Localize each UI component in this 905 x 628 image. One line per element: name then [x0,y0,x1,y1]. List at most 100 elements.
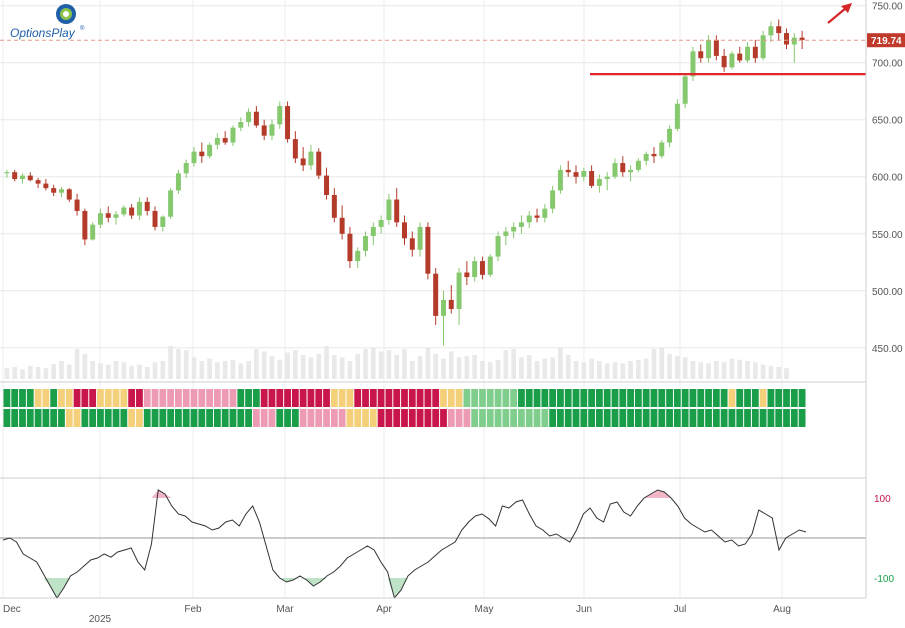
indicator-cell [237,409,245,427]
volume-bar [168,346,173,379]
volume-bar [721,362,727,379]
indicator-cell [416,389,424,407]
volume-bar [355,353,361,379]
indicator-cell [182,409,190,427]
volume-bar [129,365,134,379]
candle-body [12,172,18,180]
volume-bar [66,364,72,379]
indicator-cell [736,389,744,407]
volume-bar [636,359,641,379]
volume-bar [581,362,587,379]
indicator-cell [338,409,346,427]
indicator-cell [751,409,759,427]
indicator-cell [58,389,65,407]
volume-bar [82,353,88,379]
indicator-cell [50,389,58,407]
candle-body [464,272,470,278]
volume-bar [651,349,657,379]
price-candles [4,19,805,346]
indicator-cell [759,389,767,407]
volume-bar [659,347,665,379]
volume-bar [682,357,688,379]
indicator-cell [416,409,424,427]
indicator-cell [206,409,213,427]
volume-bar [511,349,516,379]
volume-bar [620,363,626,379]
indicator-cell [479,389,486,407]
price-levels: 719.74 [0,33,905,76]
candle-body [729,53,735,68]
indicator-cell [97,389,104,407]
indicator-cell [720,389,728,407]
x-tick-label: Aug [773,604,791,615]
indicator-cell [681,389,689,407]
indicator-cell [479,409,486,427]
volume-bar [20,369,25,379]
indicator-cell [159,389,167,407]
candle-body [433,273,439,316]
indicator-cell [377,389,385,407]
indicator-cell [564,409,572,427]
candle-body [74,199,80,211]
indicator-cell [362,389,369,407]
volume-bar [183,350,189,379]
indicator-cell [213,389,221,407]
volume-bar [612,362,618,379]
y-tick-label: 500.00 [872,287,903,298]
volume-bar [269,356,275,379]
candle-body [674,103,680,129]
volume-bar [589,358,594,379]
candle-body [238,122,244,128]
candle-body [191,151,197,164]
candle-body [136,201,142,216]
indicator-cell [767,389,775,407]
volume-bar [690,361,696,379]
indicator-cell [276,409,284,427]
indicator-cell [705,389,712,407]
indicator-cell [175,389,182,407]
indicator-cell [541,389,549,407]
indicator-cell [440,409,447,427]
indicator-cell [276,389,284,407]
candle-body [643,153,649,161]
volume-bar [394,355,400,379]
indicator-cell [260,389,268,407]
volume-bar [222,361,228,379]
volume-bar [402,349,407,379]
indicator-cell [128,409,136,427]
candle-body [752,46,758,59]
candle-body [175,173,181,191]
indicator-cell [245,389,252,407]
indicator-cell [167,389,175,407]
candle-body [347,233,353,262]
candle-body [503,231,509,237]
x-tick-label: May [475,604,494,615]
volume-bar [776,367,782,379]
x-tick-label: Apr [376,604,392,615]
indicator-cell [494,389,502,407]
indicator-cell [237,389,245,407]
indicator-cell [596,409,603,427]
indicator-cell [26,409,34,427]
indicator-cell [50,409,58,427]
volume-bar [737,359,743,379]
volume-bar [643,358,649,379]
candle-body [308,151,314,166]
candle-body [324,175,330,195]
candle-body [183,163,189,174]
indicator-cell [346,409,354,427]
indicator-cell [385,409,393,427]
candle-body [331,194,337,218]
indicator-cell [143,389,151,407]
indicator-cell [525,409,533,427]
indicator-cell [11,409,19,427]
candle-body [511,226,517,232]
x-tick-label: Mar [276,604,294,615]
indicator-cell [712,389,720,407]
x-tick-label: Dec [3,604,21,615]
candle-body [706,39,712,59]
candle-body [253,111,259,126]
indicator-cell [557,409,564,427]
